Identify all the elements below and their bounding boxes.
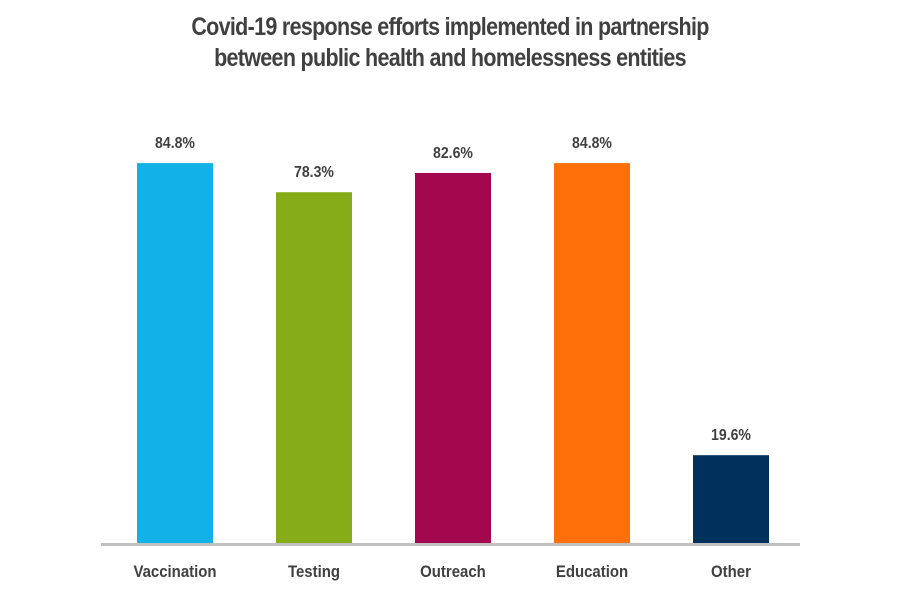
data-label: 84.8% [572, 134, 612, 152]
chart-title-line-2: between public health and homelessness e… [214, 44, 687, 72]
category-label: Other [711, 563, 751, 581]
category-label: Outreach [420, 563, 486, 581]
data-label: 19.6% [711, 426, 751, 444]
category-label: Education [556, 563, 628, 581]
data-label: 78.3% [294, 163, 334, 181]
chart-title-line-1: Covid-19 response efforts implemented in… [191, 13, 709, 41]
data-label: 82.6% [433, 144, 473, 162]
chart-title: Covid-19 response efforts implemented in… [0, 12, 900, 74]
category-label: Testing [288, 563, 340, 581]
bar-education [554, 163, 630, 543]
bar-testing [276, 192, 352, 543]
bar-other [693, 455, 769, 543]
bar-vaccination [137, 163, 213, 543]
category-label: Vaccination [133, 563, 216, 581]
bar-outreach [415, 172, 491, 543]
data-label: 84.8% [155, 134, 195, 152]
